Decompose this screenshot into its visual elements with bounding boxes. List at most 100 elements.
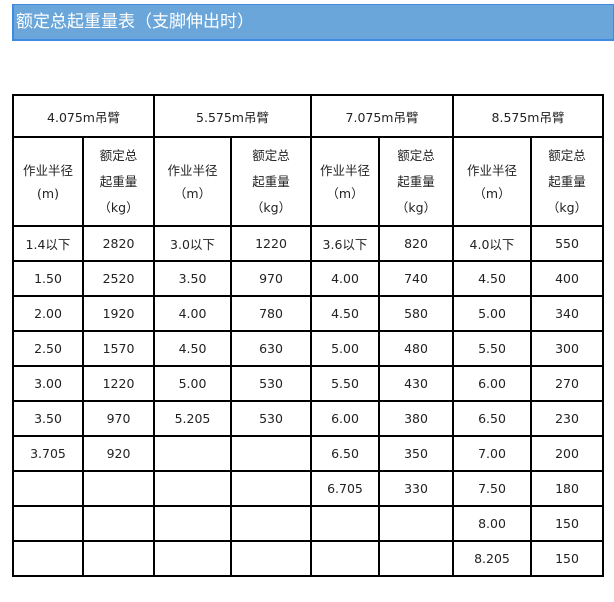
radius-cell: 8.00: [452, 505, 532, 542]
radius-cell: 6.50: [452, 400, 532, 437]
load-cell: 150: [530, 540, 604, 577]
radius-cell: 3.50: [153, 260, 232, 297]
radius-cell: 5.00: [153, 365, 232, 402]
load-cell: 270: [530, 365, 604, 402]
table-row: 6.705 330 7.50 180: [12, 470, 604, 507]
header-line: 起重量: [252, 174, 290, 189]
header-line: (m): [37, 185, 59, 201]
radius-cell: 4.50: [310, 295, 380, 332]
radius-cell: 8.205: [452, 540, 532, 577]
header-line: 作业半径: [22, 162, 73, 178]
radius-header: 作业半径 （m）: [452, 136, 532, 227]
load-cell: 480: [378, 330, 454, 367]
load-cell: 2820: [82, 225, 155, 262]
load-cell: 920: [82, 435, 155, 472]
load-cell: [378, 505, 454, 542]
load-cell: [82, 470, 155, 507]
table-row: 8.205 150: [12, 540, 604, 577]
load-cell: 780: [230, 295, 312, 332]
header-line: 起重量: [99, 174, 138, 189]
radius-header: 作业半径 （m）: [310, 136, 380, 227]
load-cell: 180: [530, 470, 604, 507]
load-header: 额定总 起重量 （kg）: [230, 136, 312, 227]
table-row: 1.4以下 2820 3.0以下 1220 3.6以下 820 4.0以下 550: [12, 225, 604, 262]
radius-cell: 5.50: [452, 330, 532, 367]
load-cell: [378, 540, 454, 577]
header-line: 额定总: [548, 148, 586, 163]
radius-cell: 3.50: [12, 400, 84, 437]
radius-cell: [12, 505, 84, 542]
header-line: 作业半径: [466, 162, 517, 178]
load-cell: 740: [378, 260, 454, 297]
radius-cell: [153, 505, 232, 542]
header-line: （m）: [326, 185, 364, 201]
radius-cell: [12, 470, 84, 507]
radius-cell: 4.50: [153, 330, 232, 367]
load-cell: 350: [378, 435, 454, 472]
load-cell: 1920: [82, 295, 155, 332]
radius-cell: 5.00: [310, 330, 380, 367]
header-line: （kg）: [395, 200, 437, 215]
radius-cell: 2.00: [12, 295, 84, 332]
radius-cell: 4.00: [153, 295, 232, 332]
header-line: （kg）: [546, 200, 588, 215]
header-line: 额定总: [99, 148, 138, 163]
radius-cell: [12, 540, 84, 577]
header-line: 起重量: [397, 174, 435, 189]
load-cell: 630: [230, 330, 312, 367]
load-cell: 230: [530, 400, 604, 437]
radius-cell: 5.205: [153, 400, 232, 437]
radius-cell: 4.50: [452, 260, 532, 297]
load-cell: 380: [378, 400, 454, 437]
boom-header: 7.075m吊臂: [310, 94, 454, 138]
table-row: 8.00 150: [12, 505, 604, 542]
load-cell: 580: [378, 295, 454, 332]
radius-cell: 6.50: [310, 435, 380, 472]
radius-cell: [153, 435, 232, 472]
radius-cell: 3.00: [12, 365, 84, 402]
load-cell: 330: [378, 470, 454, 507]
load-header: 额定总起重量 （kg）: [378, 136, 454, 227]
load-header: 额定总 起重量 （kg）: [530, 136, 604, 227]
load-cell: 430: [378, 365, 454, 402]
load-cell: 820: [378, 225, 454, 262]
load-cell: [230, 470, 312, 507]
boom-header: 5.575m吊臂: [153, 94, 312, 138]
load-cell: 300: [530, 330, 604, 367]
table-row: 2.50 1570 4.50 630 5.00 480 5.50 300: [12, 330, 604, 367]
radius-cell: 4.0以下: [452, 225, 532, 262]
load-cell: 340: [530, 295, 604, 332]
header-line: 额定总: [397, 148, 435, 163]
radius-cell: 5.50: [310, 365, 380, 402]
load-cell: 400: [530, 260, 604, 297]
load-cell: 970: [230, 260, 312, 297]
load-header: 额定总起重量 （kg）: [82, 136, 155, 227]
boom-header: 8.575m吊臂: [452, 94, 604, 138]
load-chart-table: 4.075m吊臂 5.575m吊臂 7.075m吊臂 8.575m吊臂 作业半径 (m)…: [12, 94, 604, 577]
load-cell: 150: [530, 505, 604, 542]
radius-cell: [153, 470, 232, 507]
table-row: 3.00 1220 5.00 530 5.50 430 6.00 270: [12, 365, 604, 402]
header-line: （m）: [473, 185, 511, 201]
radius-cell: 6.705: [310, 470, 380, 507]
radius-cell: 6.00: [452, 365, 532, 402]
load-cell: 970: [82, 400, 155, 437]
boom-header: 4.075m吊臂: [12, 94, 155, 138]
table-row: 3.705 920 6.50 350 7.00 200: [12, 435, 604, 472]
header-line: （kg）: [250, 200, 292, 215]
load-cell: 530: [230, 365, 312, 402]
load-cell: [82, 540, 155, 577]
radius-cell: 3.0以下: [153, 225, 232, 262]
header-line: 作业半径: [167, 162, 218, 178]
table-row: 3.50 970 5.205 530 6.00 380 6.50 230: [12, 400, 604, 437]
load-cell: 2520: [82, 260, 155, 297]
radius-cell: 7.50: [452, 470, 532, 507]
radius-cell: 3.705: [12, 435, 84, 472]
radius-cell: 1.4以下: [12, 225, 84, 262]
radius-header: 作业半径 （m）: [153, 136, 232, 227]
header-line: 作业半径: [319, 162, 370, 178]
load-cell: [82, 505, 155, 542]
header-line: （kg）: [98, 200, 139, 215]
load-cell: [230, 540, 312, 577]
load-cell: 1220: [230, 225, 312, 262]
